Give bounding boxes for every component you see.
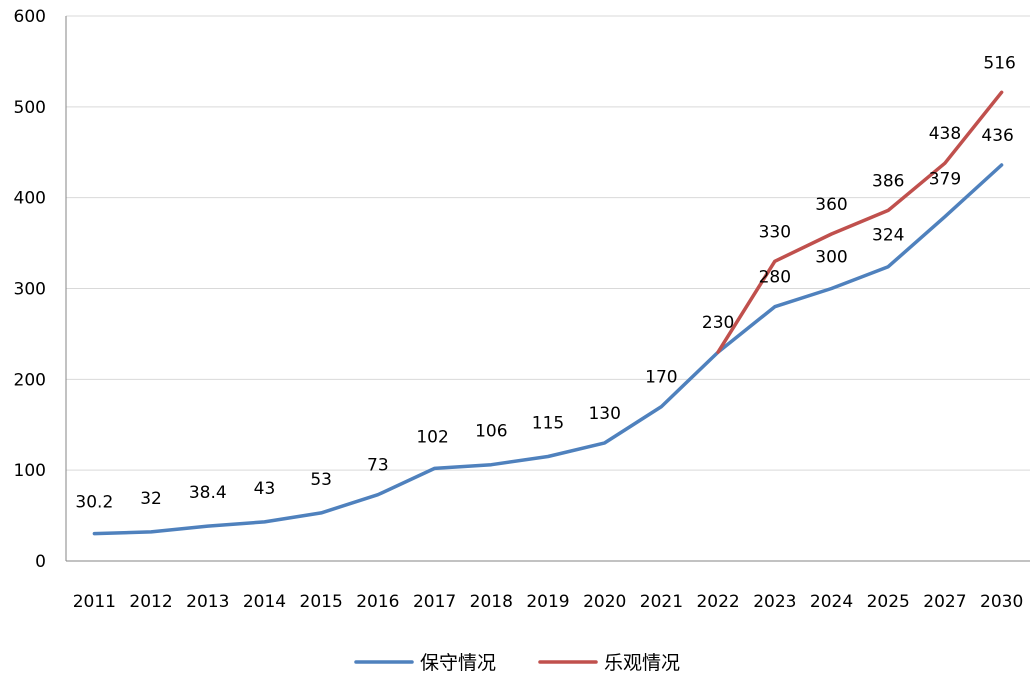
legend: 保守情况 乐观情况 <box>354 652 680 674</box>
y-tick-label: 0 <box>35 552 46 572</box>
data-label-conservative: 300 <box>815 248 847 268</box>
y-tick-label: 400 <box>14 189 46 209</box>
y-tick-label: 600 <box>14 7 46 27</box>
data-label-conservative: 130 <box>588 404 620 424</box>
x-tick-label: 2011 <box>73 592 116 612</box>
y-tick-label: 200 <box>14 370 46 390</box>
x-tick-label: 2016 <box>356 592 399 612</box>
legend-label-0: 保守情况 <box>420 652 496 674</box>
x-tick-label: 2021 <box>640 592 683 612</box>
data-label-conservative: 32 <box>140 489 162 509</box>
data-label-optimistic: 516 <box>983 53 1015 73</box>
x-tick-label: 2025 <box>867 592 910 612</box>
x-tick-label: 2020 <box>583 592 626 612</box>
x-tick-label: 2014 <box>243 592 286 612</box>
axes: 0 100 200 300 400 500 600 2011 2012 2013 2014 2015 2… <box>14 7 1030 612</box>
data-label-conservative: 73 <box>367 456 389 476</box>
data-label-conservative: 379 <box>929 170 961 190</box>
data-label-conservative: 38.4 <box>189 483 227 503</box>
data-label-optimistic: 330 <box>759 222 791 242</box>
series-line-0 <box>92 163 1004 536</box>
data-label-optimistic: 360 <box>815 195 847 215</box>
x-tick-label: 2027 <box>923 592 966 612</box>
data-label-optimistic: 386 <box>872 171 904 191</box>
x-tick-label: 2023 <box>753 592 796 612</box>
x-tick-label: 2022 <box>696 592 739 612</box>
legend-label-1: 乐观情况 <box>604 652 680 674</box>
x-tick-label: 2030 <box>980 592 1023 612</box>
data-label-conservative: 53 <box>310 470 332 490</box>
data-label-conservative: 324 <box>872 226 904 246</box>
series-lines <box>92 90 1004 536</box>
gridlines <box>66 15 1030 471</box>
data-labels: 30.2 32 38.4 43 53 73 102 106 115 130 170 230 280 300… <box>75 53 1015 512</box>
x-tick-label: 2019 <box>526 592 569 612</box>
y-tick-label: 100 <box>14 461 46 481</box>
data-label-conservative: 43 <box>254 479 276 499</box>
data-label-conservative: 106 <box>475 422 507 442</box>
x-tick-label: 2012 <box>129 592 172 612</box>
y-tick-label: 300 <box>14 280 46 300</box>
y-tick-label: 500 <box>14 98 46 118</box>
data-label-conservative: 230 <box>702 313 734 333</box>
series-line-1 <box>716 90 1004 354</box>
data-label-conservative: 280 <box>759 268 791 288</box>
data-label-optimistic: 438 <box>929 124 961 144</box>
x-tick-label: 2024 <box>810 592 853 612</box>
data-label-conservative: 115 <box>532 414 564 434</box>
data-label-conservative: 30.2 <box>75 493 113 513</box>
x-tick-label: 2015 <box>300 592 343 612</box>
data-label-conservative: 170 <box>645 368 677 388</box>
data-label-conservative: 102 <box>416 427 448 447</box>
x-tick-label: 2018 <box>470 592 513 612</box>
data-label-conservative: 436 <box>981 126 1013 146</box>
x-tick-label: 2017 <box>413 592 456 612</box>
x-tick-label: 2013 <box>186 592 229 612</box>
